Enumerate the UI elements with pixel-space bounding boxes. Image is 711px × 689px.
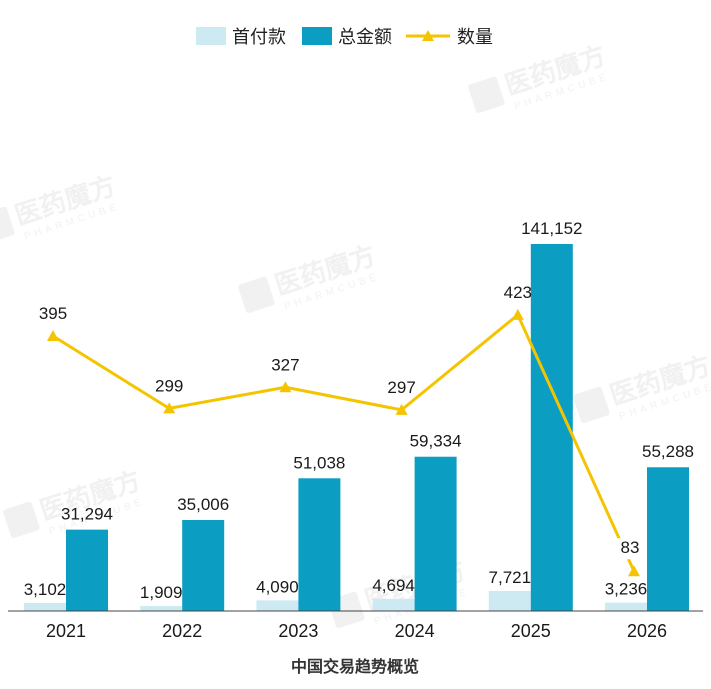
label-total-2026: 55,288 <box>642 442 694 461</box>
chart-title: 中国交易趋势概览 <box>291 657 419 676</box>
line-layer <box>47 308 640 577</box>
bar-downpayment-2025 <box>488 590 531 611</box>
label-count-2026: 83 <box>621 538 640 557</box>
x-tick-2024: 2024 <box>395 621 435 641</box>
x-tick-2023: 2023 <box>278 621 318 641</box>
watermark-icon <box>468 76 505 113</box>
bar-total-2022 <box>182 519 225 611</box>
x-tick-2022: 2022 <box>162 621 202 641</box>
label-total-2025: 141,152 <box>521 219 582 238</box>
x-tick-2021: 2021 <box>46 621 86 641</box>
legend-label-total: 总金额 <box>338 27 392 47</box>
label-downpayment-2024: 4,694 <box>372 576 415 595</box>
label-count-2025: 423 <box>504 283 532 302</box>
x-tick-2026: 2026 <box>627 621 667 641</box>
marker-count-2026 <box>628 565 640 577</box>
label-count-2024: 297 <box>387 378 415 397</box>
label-downpayment-2022: 1,909 <box>140 583 183 602</box>
label-total-2022: 35,006 <box>177 495 229 514</box>
label-downpayment-2023: 4,090 <box>256 577 299 596</box>
legend-swatch-total <box>302 27 332 45</box>
bar-total-2024 <box>414 456 457 611</box>
legend: 首付款 总金额 数量 <box>196 27 493 47</box>
line-count-series <box>52 313 636 572</box>
legend-marker-count <box>422 30 434 41</box>
marker-count-2022 <box>163 402 176 414</box>
label-count-bg-2026 <box>616 538 644 560</box>
bar-total-2026 <box>647 467 689 611</box>
bar-total-2025 <box>530 244 573 611</box>
label-downpayment-2021: 3,102 <box>24 580 67 599</box>
watermark-icon <box>573 386 610 423</box>
legend-label-count: 数量 <box>457 27 493 47</box>
label-total-2021: 31,294 <box>61 505 113 524</box>
label-total-2023: 51,038 <box>293 453 345 472</box>
label-downpayment-2026: 3,236 <box>605 580 648 599</box>
marker-count-2021 <box>47 330 59 341</box>
bar-total-2021 <box>66 529 108 611</box>
x-tick-layer: 2021 2022 2023 2024 2025 2026 <box>46 621 667 641</box>
watermark-icon <box>238 276 275 313</box>
legend-label-downpayment: 首付款 <box>232 27 286 47</box>
bar-downpayment-2021 <box>24 602 66 611</box>
bar-downpayment-2023 <box>256 600 299 611</box>
watermark-icon <box>3 501 40 538</box>
label-total-2024: 59,334 <box>410 432 462 451</box>
bar-downpayment-2024 <box>372 598 415 611</box>
bar-downpayment-2026 <box>605 602 647 611</box>
label-downpayment-2025: 7,721 <box>489 568 532 587</box>
marker-count-2023 <box>279 381 292 393</box>
label-count-2022: 299 <box>155 376 183 395</box>
marker-count-2025 <box>511 308 524 320</box>
bar-downpayment-2022 <box>140 606 183 611</box>
label-count-2021: 395 <box>39 304 67 323</box>
watermark-icon <box>0 206 15 243</box>
x-tick-2025: 2025 <box>511 621 551 641</box>
label-count-2023: 327 <box>271 355 299 374</box>
bar-layer <box>24 244 689 611</box>
label-layer: 3,102 31,294 1,909 35,006 4,090 51,038 4,694 59… <box>24 219 694 602</box>
legend-swatch-downpayment <box>196 27 226 45</box>
bar-total-2023 <box>298 478 341 611</box>
marker-count-2024 <box>395 403 408 415</box>
